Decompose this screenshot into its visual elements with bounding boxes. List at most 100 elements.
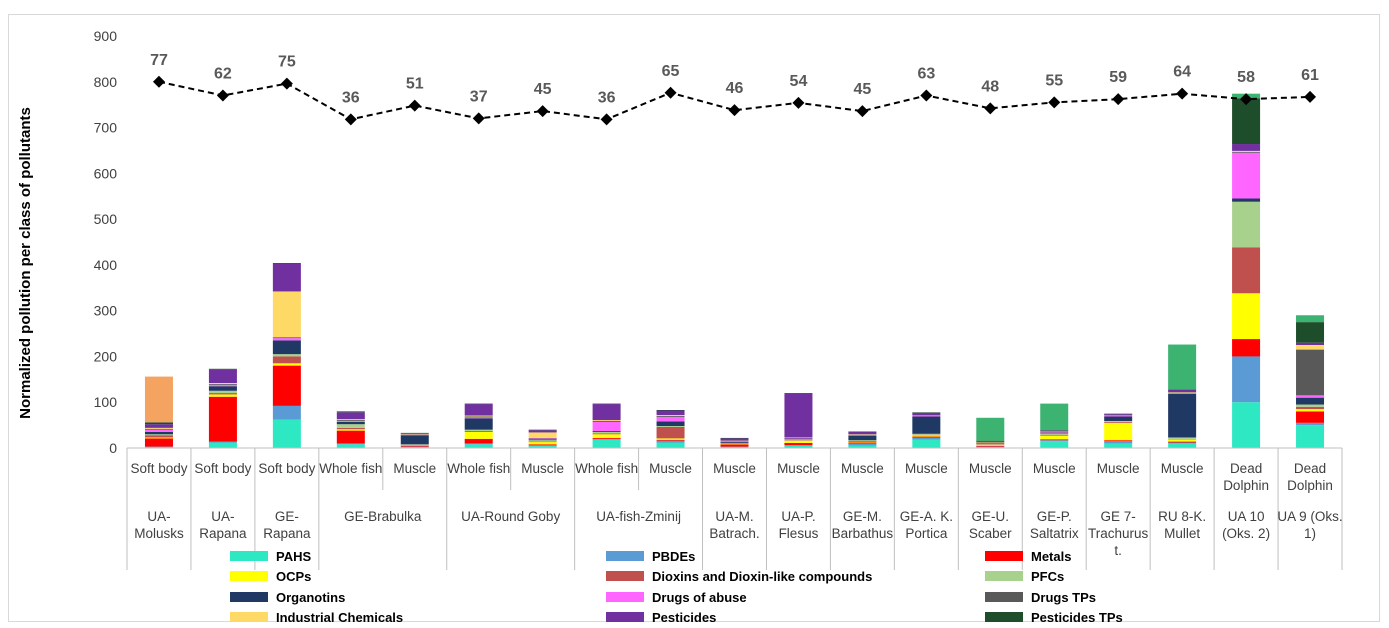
bar-segment [336,443,365,445]
bar-segment [1104,415,1133,416]
group-label: UA-P. Flesus [779,509,819,541]
bar-segment [976,442,1005,444]
bar-segment [464,417,493,419]
bar-segment [784,437,813,439]
legend-label: PBDEs [652,549,695,564]
bar-segment [272,356,301,364]
tissue-label: Dead Dolphin [1287,461,1333,493]
group-label: GE-P. Saltatrix [1030,509,1079,541]
bar-segment [464,444,493,448]
bar-segment [848,435,877,441]
y-tick-label: 100 [94,394,118,410]
data-label: 36 [342,89,360,106]
bar-segment [784,445,813,448]
bar-segment [720,441,749,443]
bar-segment [336,429,365,431]
bar-segment [784,393,813,394]
bar-segment [848,442,877,443]
bar-segment [1296,425,1325,448]
bar-segment [1104,415,1133,416]
bar-segment [656,426,685,427]
bar-segment [720,442,749,444]
tissue-label: Whole fish [319,461,382,476]
bar-segment [976,417,1005,441]
tissue-label: Muscle [393,461,436,476]
line-marker [152,75,165,88]
bar-segment [528,444,557,446]
bar-segment [208,386,237,391]
bar-segment [528,439,557,441]
bar-segment [784,438,813,440]
bar-segment [1104,421,1133,423]
bar-segment [848,442,877,444]
line-marker [1112,93,1125,106]
y-tick-label: 500 [94,211,118,227]
bar-segment [208,390,237,394]
bar-segment [1232,198,1261,202]
bar-segment [1104,414,1133,416]
bar-segment [400,432,429,434]
bar-segment [1168,392,1197,394]
bar-segment [720,441,749,442]
line-marker [344,113,357,126]
y-axis: 0 100 200 300 400 500 600 700 800 900 [94,28,118,456]
bar-segment [144,429,173,432]
line-marker [920,89,933,102]
bar-segment [1296,404,1325,407]
bar-segment [1104,420,1133,422]
bar-segment [1040,431,1069,433]
bar-segment [336,444,365,448]
legend-swatch [606,612,644,622]
legend-swatch [606,571,644,581]
bar-segment [272,337,301,339]
bar-segment [528,446,557,448]
bar-segment [1168,443,1197,448]
bar-segment [592,420,621,422]
bar-segment [464,431,493,439]
bar-segment [784,442,813,446]
bar-segment [400,444,429,446]
y-tick-label: 0 [109,440,117,456]
bar-segment [1168,392,1197,393]
group-label: UA-M. Batrach. [709,509,759,541]
bar-segment [1040,431,1069,433]
group-label: GE-A. K. Portica [900,509,953,541]
bar-segment [1296,322,1325,343]
bar-segment [144,435,173,438]
bar-segment [1232,201,1261,248]
bar-segment [976,440,1005,442]
y-tick-label: 800 [94,74,118,90]
line-marker [1304,90,1317,103]
data-label: 65 [662,63,680,80]
y-tick-label: 200 [94,348,118,364]
bar-segment [1232,402,1261,448]
bar-segment [1232,151,1261,153]
bar-segment [720,438,749,441]
data-label: 36 [598,89,616,106]
bar-segment [464,416,493,418]
data-label: 45 [534,81,552,98]
bar-segment [1232,293,1261,340]
bar-segment [336,411,365,413]
bar-segment [464,429,493,432]
tissue-label: Whole fish [447,461,510,476]
bar-segment [976,445,1005,447]
group-label: UA 10 (Oks. 2) [1222,509,1270,541]
bar-segment [144,438,173,447]
bar-segment [272,365,301,406]
bar-segment [272,354,301,357]
bar-segment [848,443,877,446]
bar-segment [336,420,365,421]
bar-segment [784,440,813,441]
bar-segment [656,415,685,416]
bar-segment [912,436,941,438]
line-marker [728,104,741,117]
legend-label: Industrial Chemicals [276,610,403,625]
bar-segment [656,440,685,443]
bar-segment [400,434,429,435]
bar-segment [1296,345,1325,350]
bar-segment [1232,152,1261,199]
bar-segment [912,412,941,413]
bar-segment [592,421,621,432]
bar-segment [208,383,237,385]
